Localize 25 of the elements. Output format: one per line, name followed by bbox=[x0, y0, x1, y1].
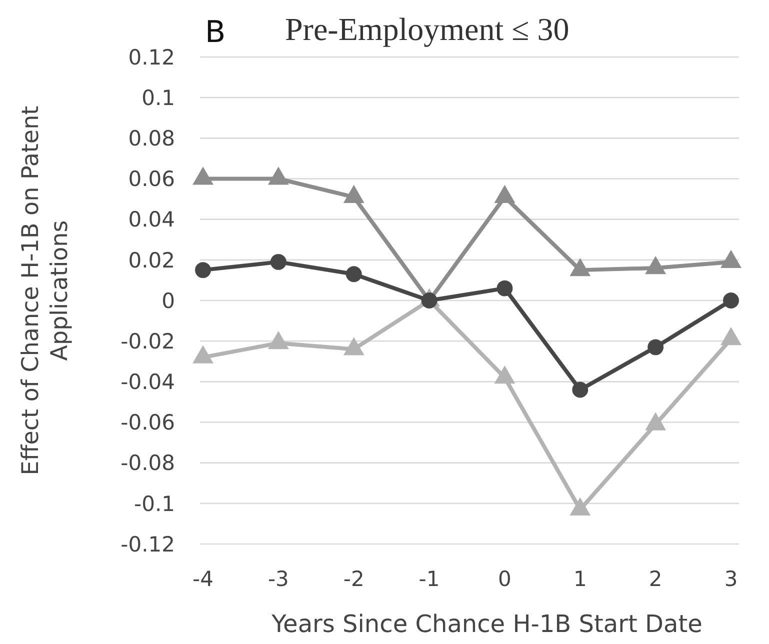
x-axis-title: Years Since Chance H-1B Start Date bbox=[270, 610, 702, 638]
y-tick-label: 0 bbox=[162, 288, 175, 313]
y-tick-label: -0.12 bbox=[120, 532, 175, 556]
y-axis-title: Effect of Chance H-1B on Patent Applications bbox=[18, 106, 73, 476]
y-tick-label: -0.08 bbox=[120, 451, 175, 476]
y-tick-label: -0.04 bbox=[120, 370, 175, 394]
x-tick-label: 1 bbox=[573, 567, 587, 591]
x-tick-label: -2 bbox=[343, 567, 364, 591]
y-tick-label: 0.12 bbox=[128, 45, 175, 70]
y-tick-label: -0.02 bbox=[120, 329, 175, 354]
y-tick-label: 0.06 bbox=[128, 167, 175, 192]
x-tick-label: -4 bbox=[192, 567, 214, 591]
y-tick-label: 0.1 bbox=[142, 86, 175, 110]
y-tick-label: 0.08 bbox=[128, 126, 175, 151]
y-tick-label: -0.1 bbox=[134, 492, 175, 516]
text: B bbox=[205, 15, 226, 50]
x-tick-label: 2 bbox=[648, 567, 662, 591]
x-tick-label: -3 bbox=[268, 567, 289, 591]
y-tick-label: 0.02 bbox=[128, 248, 175, 272]
y-tick-label: 0.04 bbox=[128, 208, 175, 232]
x-tick-label: 0 bbox=[498, 567, 512, 591]
y-tick-label: -0.06 bbox=[120, 410, 175, 435]
chart-title: Pre-Employment ≤ 30 bbox=[285, 11, 570, 47]
x-tick-label: -1 bbox=[418, 567, 440, 591]
x-tick-label: 3 bbox=[724, 567, 738, 591]
